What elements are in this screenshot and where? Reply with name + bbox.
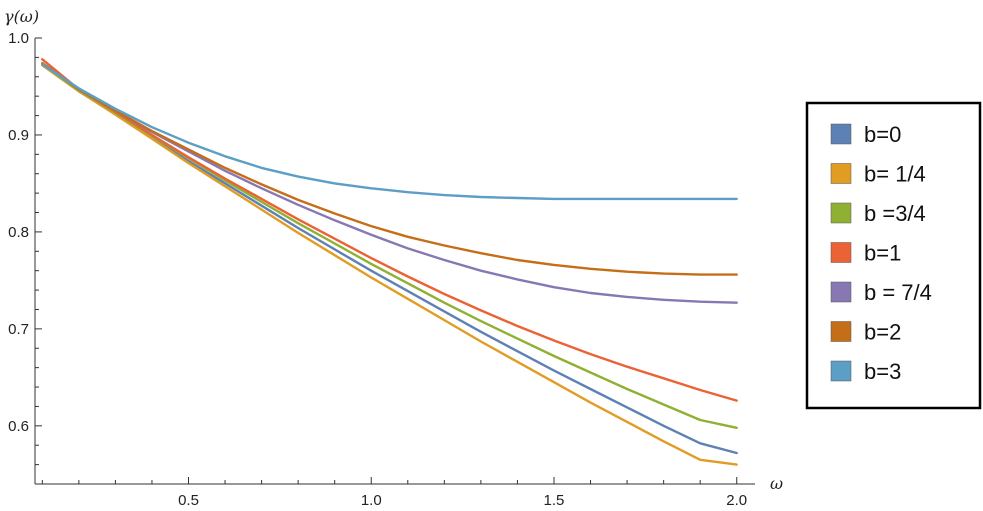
legend-label: b=1	[864, 241, 901, 266]
x-tick-label: 0.5	[178, 492, 199, 509]
legend-swatch	[830, 163, 852, 184]
series-line-3	[41, 58, 738, 402]
y-tick-label: 0.6	[8, 418, 29, 435]
legend-label: b =3/4	[864, 201, 926, 226]
x-tick-label: 2.0	[726, 492, 747, 509]
series-line-2	[41, 62, 738, 429]
legend-swatch	[830, 123, 852, 145]
series-line-6	[41, 62, 738, 201]
legend-label: b = 7/4	[864, 280, 932, 305]
y-axis-label: γ(ω)	[4, 7, 39, 26]
series-line-1	[41, 63, 738, 466]
legend-label: b=3	[864, 359, 901, 384]
axes: 0.5 1.0 1.5 2.0 0.6 0.7 0.8 0.9 1.0 γ(ω) ω	[4, 7, 783, 509]
y-tick-label: 0.7	[8, 321, 29, 338]
x-tick-label: 1.5	[544, 492, 565, 509]
legend-swatch	[830, 242, 852, 263]
legend-swatch	[830, 321, 852, 342]
y-tick-label: 0.8	[8, 224, 29, 241]
legend-label: b=2	[864, 320, 901, 345]
legend: b=0 b= 1/4 b =3/4 b=1 b = 7/4 b=2 b=3	[805, 101, 982, 410]
legend-label: b= 1/4	[864, 162, 926, 187]
x-axis-label: ω	[770, 474, 783, 493]
y-tick-label: 0.9	[8, 127, 29, 144]
legend-swatch	[830, 202, 852, 224]
legend-swatch	[830, 281, 852, 303]
x-tick-label: 1.0	[361, 492, 382, 509]
series-line-5	[41, 62, 738, 276]
y-tick-label: 1.0	[8, 30, 29, 47]
legend-label: b=0	[864, 122, 901, 147]
series-layer	[41, 58, 738, 466]
legend-swatch	[830, 360, 852, 382]
